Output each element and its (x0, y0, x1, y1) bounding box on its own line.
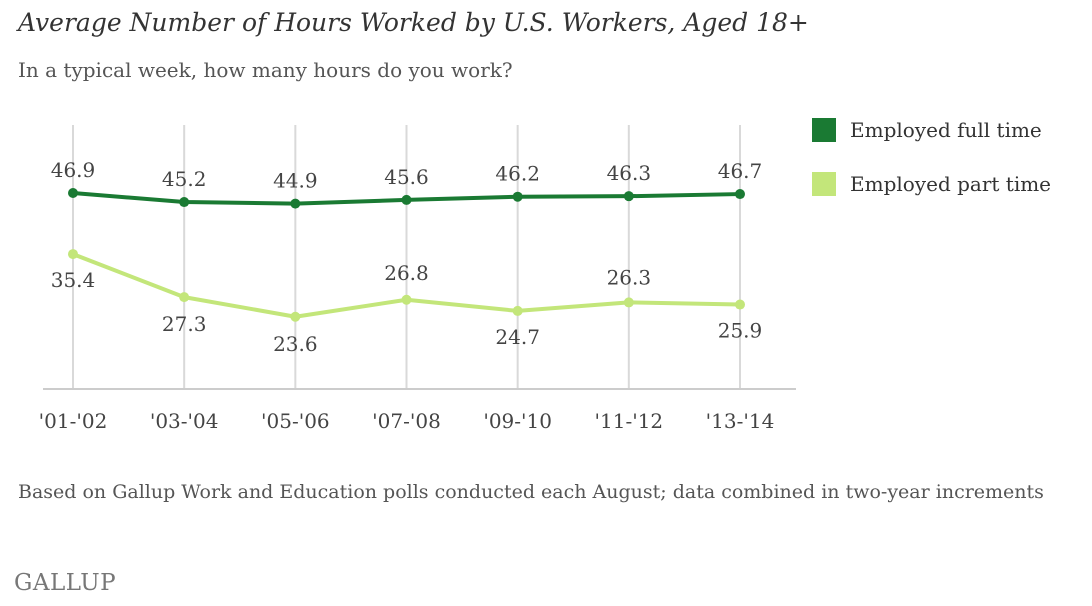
data-point (68, 249, 78, 260)
gallup-logo: GALLUP (14, 570, 117, 596)
x-tick-label: '11-'12 (595, 409, 664, 433)
x-tick-label: '09-'10 (483, 409, 552, 433)
x-tick-label: '03-'04 (150, 409, 219, 433)
data-point (290, 198, 301, 209)
data-point (512, 305, 523, 316)
data-label: 45.2 (162, 167, 207, 191)
data-label: 27.3 (162, 312, 207, 336)
data-label: 24.7 (495, 325, 540, 349)
x-tick-label: '05-'06 (261, 409, 330, 433)
chart-legend: Employed full time Employed part time (812, 116, 1051, 224)
x-tick-label: '13-'14 (706, 409, 775, 433)
data-label: 26.8 (384, 261, 429, 285)
source-note: Based on Gallup Work and Education polls… (18, 481, 1044, 503)
legend-swatch-part-time (812, 172, 836, 196)
data-point (623, 191, 634, 202)
chart-subtitle: In a typical week, how many hours do you… (18, 58, 513, 82)
data-point (735, 299, 745, 310)
data-label: 23.6 (273, 332, 318, 356)
data-label: 46.7 (718, 159, 763, 183)
data-point (68, 188, 78, 198)
x-tick-label: '07-'08 (372, 409, 441, 433)
data-label: 45.6 (384, 165, 429, 189)
legend-swatch-full-time (812, 118, 836, 142)
data-label: 26.3 (607, 265, 652, 289)
data-label: 46.2 (495, 162, 540, 186)
x-tick-label: '01-'02 (39, 409, 108, 433)
legend-label-full-time: Employed full time (850, 118, 1042, 142)
data-label: 25.9 (718, 319, 763, 343)
legend-item-full-time: Employed full time (812, 116, 1051, 144)
data-point (290, 311, 301, 322)
legend-item-part-time: Employed part time (812, 170, 1051, 198)
data-point (623, 297, 634, 308)
data-label: 46.3 (607, 161, 652, 185)
data-label: 35.4 (51, 268, 96, 292)
data-point (512, 191, 523, 202)
chart-title: Average Number of Hours Worked by U.S. W… (18, 8, 809, 37)
data-point (179, 292, 190, 303)
data-point (735, 189, 745, 200)
data-point (401, 294, 412, 305)
data-label: 46.9 (51, 158, 96, 182)
data-point (179, 197, 190, 208)
data-label: 44.9 (273, 169, 318, 193)
legend-label-part-time: Employed part time (850, 172, 1052, 196)
line-chart: '01-'02 '03-'04 '05-'06 '07-'08 '09-'10 '11-'… (39, 125, 796, 433)
data-point (401, 194, 412, 205)
